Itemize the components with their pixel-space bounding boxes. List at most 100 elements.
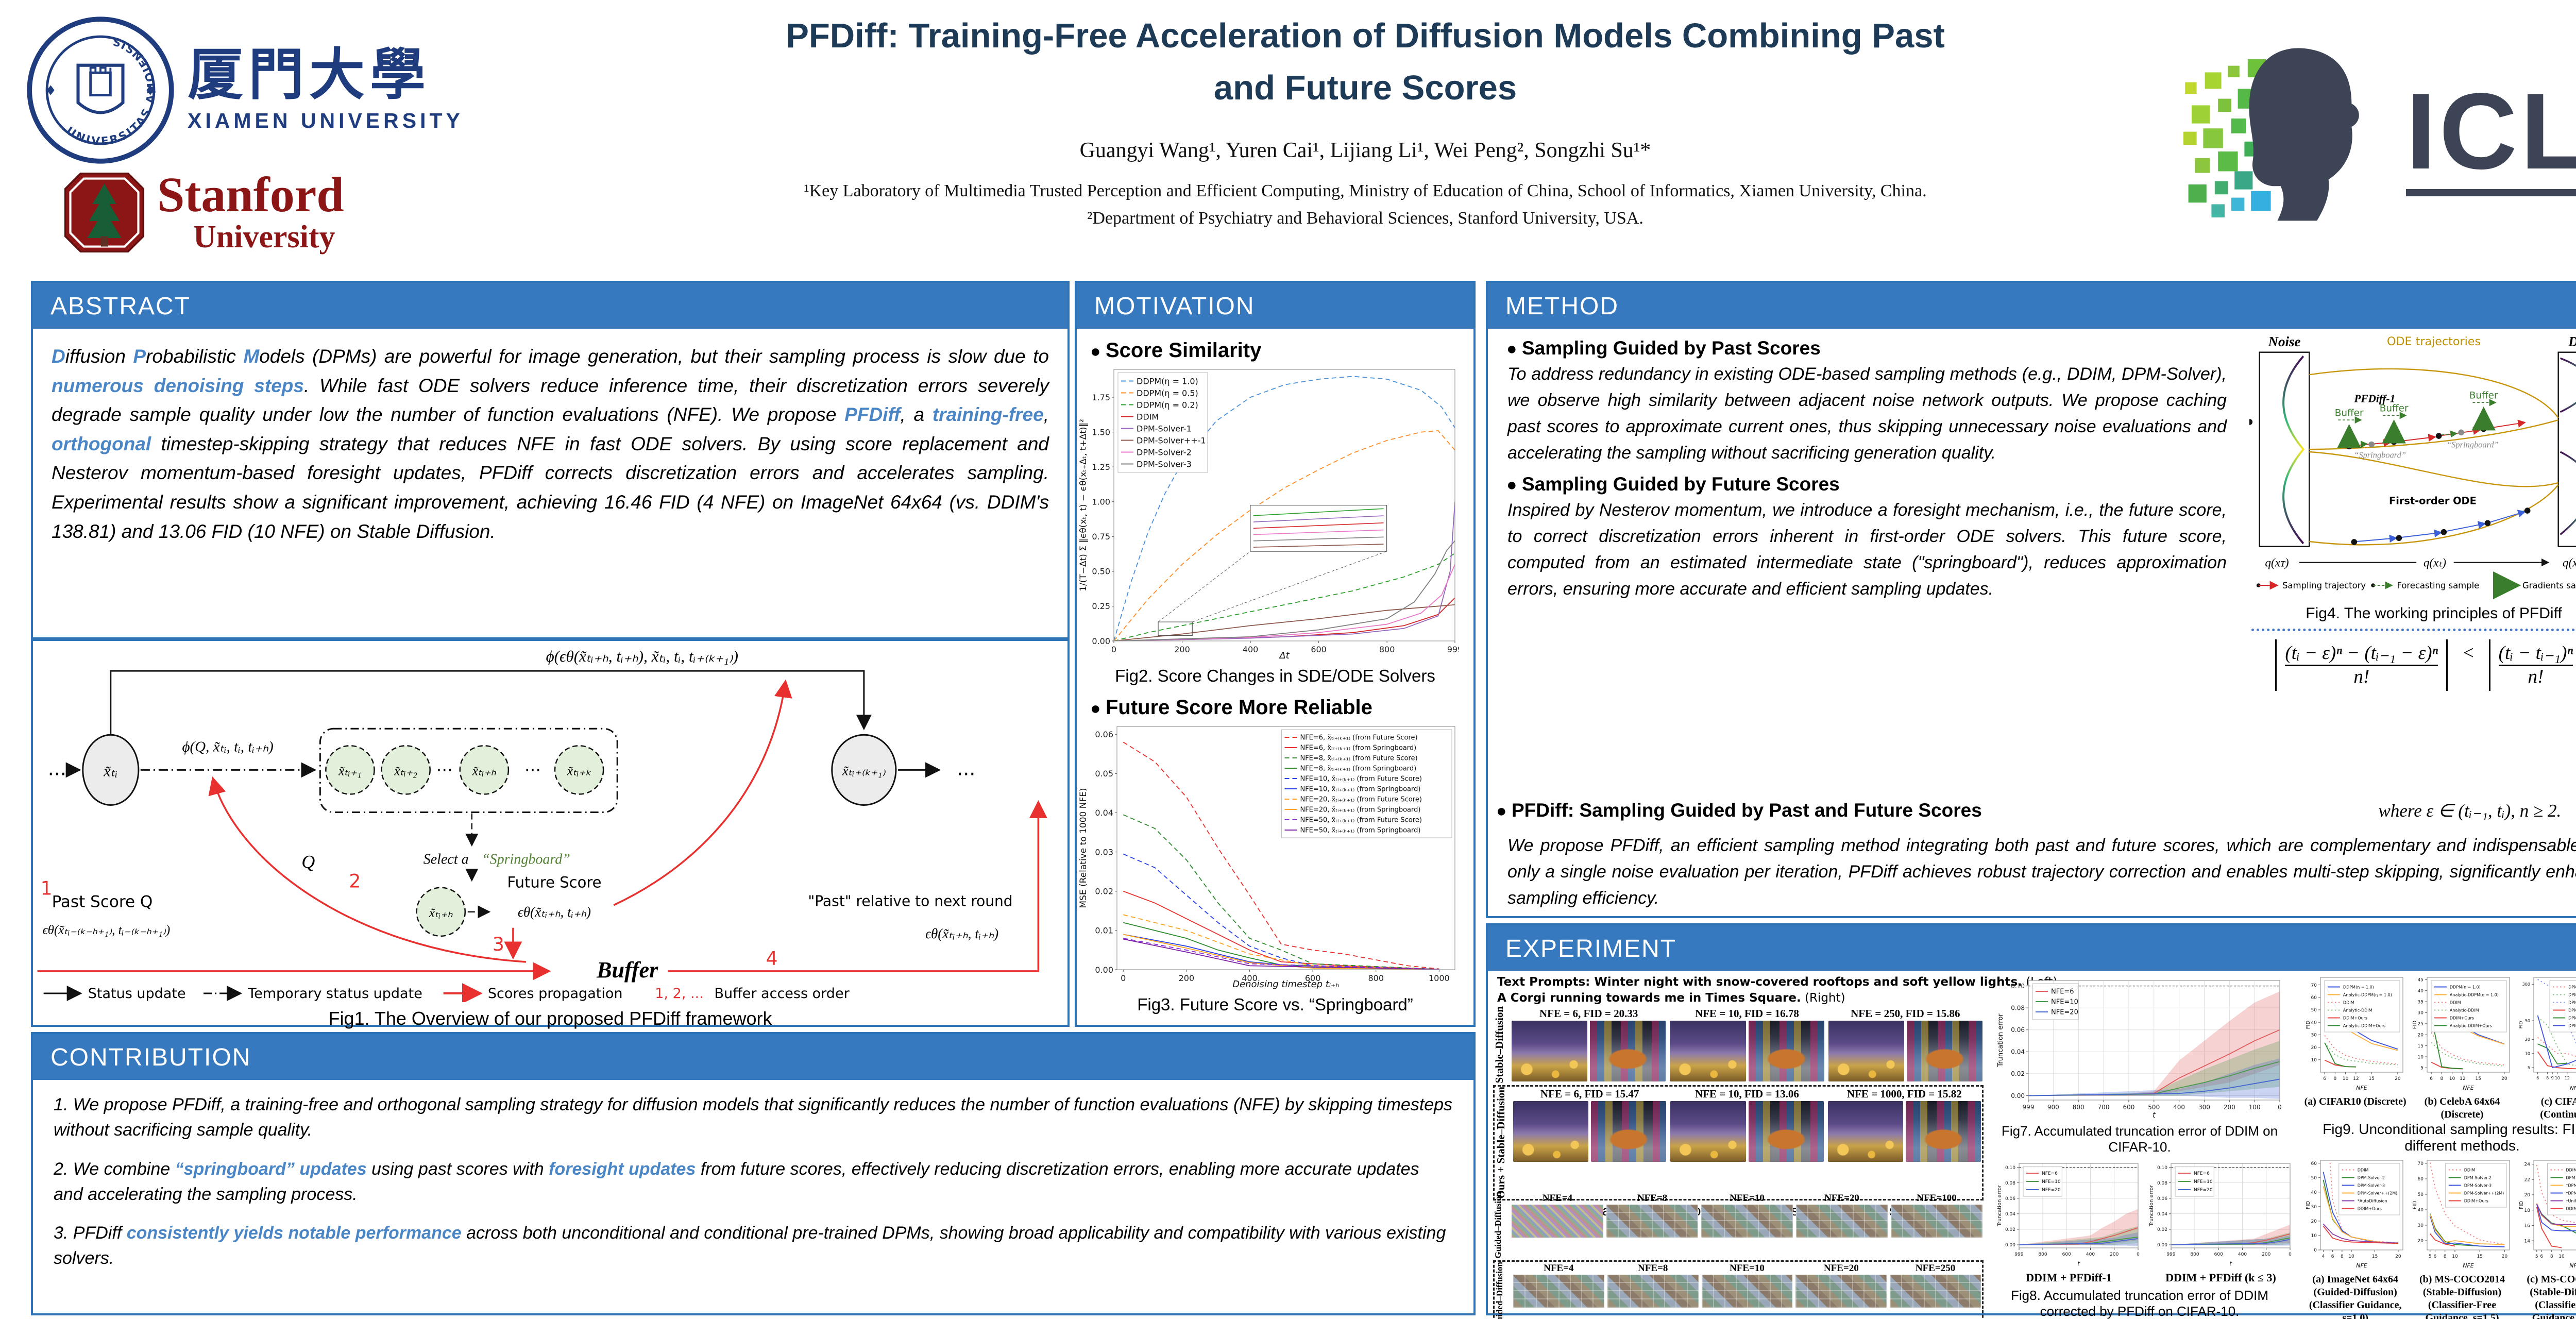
- fig1-phi-label: ϕ(Q, x̃ₜᵢ, tᵢ, tᵢ₊ₕ): [182, 738, 273, 755]
- svg-text:DPM-Solver-3: DPM-Solver-3: [2464, 1183, 2492, 1188]
- svg-text:5: 5: [2429, 1254, 2432, 1259]
- svg-text:1.75: 1.75: [1092, 393, 1110, 402]
- fig4-caption: Fig4. The working principles of PFDiff: [2306, 605, 2562, 622]
- xiamen-cn-name: 厦門大學: [188, 44, 431, 106]
- fig4-legend-gradients: Gradients saving: [2522, 581, 2576, 590]
- fig9-sub-a: (a) CIFAR10 (Discrete): [2304, 1096, 2406, 1107]
- svg-text:FID: FID: [2306, 1021, 2311, 1029]
- svg-text:FID: FID: [2412, 1201, 2418, 1210]
- svg-text:900: 900: [2047, 1104, 2059, 1111]
- svg-text:Truncation error: Truncation error: [1997, 1185, 2003, 1226]
- svg-text:0.08: 0.08: [2005, 1181, 2015, 1186]
- fig1-future-eps: ϵθ(x̃ₜᵢ₊ₕ, tᵢ₊ₕ): [518, 904, 591, 920]
- title-line2: and Future Scores: [1213, 68, 1517, 107]
- svg-text:NFE=10: NFE=10: [2051, 999, 2078, 1006]
- fig1-node-right: x̃ₜᵢ₊₍ₖ₊₁₎: [842, 763, 886, 778]
- svg-text:*AutoDiffusion: *AutoDiffusion: [2357, 1198, 2387, 1203]
- svg-text:600: 600: [2123, 1104, 2134, 1111]
- svg-text:60: 60: [2311, 1161, 2317, 1166]
- svg-text:12: 12: [2460, 1076, 2465, 1081]
- fig5-row-label: Ours + Stable–Diffusion: [1495, 1087, 1507, 1199]
- svg-text:DDPM(η = 1.0): DDPM(η = 1.0): [2450, 985, 2481, 989]
- svg-text:0.06: 0.06: [2157, 1196, 2167, 1202]
- corgi-image: [1590, 1021, 1666, 1081]
- motivation-bullet-score-similarity: Score Similarity: [1090, 339, 1473, 362]
- text-run: from future scores, effectively reducing…: [54, 1159, 1419, 1204]
- fig6-cells: NFE=4 NFE=8 NFE=10 NFE=20 NFE=100: [1511, 1192, 1984, 1258]
- text-run: “springboard” updates: [175, 1159, 367, 1179]
- svg-text:500: 500: [2148, 1104, 2160, 1111]
- svg-text:DDIM+Ours: DDIM+Ours: [2450, 1016, 2474, 1020]
- fig6-cell: NFE=20: [1795, 1263, 1887, 1319]
- fig1-dots-right: ...: [957, 757, 975, 780]
- fig4-data-label: Data: [2568, 334, 2576, 349]
- fig1-top-formula: ϕ(ϵθ(x̃ₜᵢ₊ₕ, tᵢ₊ₕ), x̃ₜᵢ, tᵢ, tᵢ₊₍ₖ₊₁₎): [546, 647, 738, 665]
- svg-text:NFE=50, x̃ₜᵢ₊₍ₖ₊₁₎ (from Futur: NFE=50, x̃ₜᵢ₊₍ₖ₊₁₎ (from Future Score): [1300, 817, 1421, 824]
- svg-text:DDIM+Ours: DDIM+Ours: [2464, 1198, 2488, 1203]
- fig5-image-pair: [1670, 1101, 1824, 1162]
- text-run: foresight updates: [549, 1159, 696, 1179]
- svg-text:NFE=10, x̃ₜᵢ₊₍ₖ₊₁₎ (from Futur: NFE=10, x̃ₜᵢ₊₍ₖ₊₁₎ (from Future Score): [1300, 775, 1421, 783]
- svg-text:Δt: Δt: [1278, 650, 1290, 661]
- svg-text:10: 10: [2311, 1058, 2317, 1063]
- svg-text:999: 999: [1447, 645, 1459, 654]
- svg-text:1.00: 1.00: [1092, 497, 1110, 507]
- method-bullet-past-scores: Sampling Guided by Past Scores: [1506, 337, 2238, 359]
- svg-text:t: t: [2153, 1111, 2156, 1120]
- text-run: robabilistic: [146, 346, 244, 367]
- fig1-legend: Status update Temporary status update Sc…: [43, 983, 850, 1004]
- fig4-legend: Sampling trajectory Forecasting sample G…: [2256, 571, 2576, 600]
- svg-text:400: 400: [2238, 1252, 2247, 1257]
- authors: Guangyi Wang¹, Yuren Cai¹, Lijiang Li¹, …: [1079, 139, 1651, 162]
- fig1-ellipsis2: ⋯: [524, 759, 541, 779]
- svg-text:200: 200: [1174, 645, 1190, 654]
- fig6-cell: NFE=4: [1512, 1193, 1603, 1257]
- svg-text:0.06: 0.06: [2005, 1196, 2015, 1202]
- svg-text:22: 22: [2524, 1177, 2530, 1182]
- svg-text:DDIM+Ours: DDIM+Ours: [2343, 1016, 2367, 1020]
- svg-text:DDIM: DDIM: [2464, 1168, 2476, 1172]
- sample-grid-image: [1512, 1205, 1603, 1238]
- svg-text:FID: FID: [2519, 1021, 2524, 1029]
- affiliation-1: ¹Key Laboratory of Multimedia Trusted Pe…: [804, 181, 1927, 200]
- svg-text:20: 20: [2502, 1254, 2508, 1259]
- svg-text:400: 400: [1242, 973, 1258, 983]
- text-run: P: [133, 346, 146, 367]
- experiment-section: EXPERIMENT Text Prompts: Winter night wi…: [1486, 923, 2576, 1319]
- svg-text:6: 6: [2430, 1076, 2433, 1081]
- fig1-past-next-label: "Past" relative to next round: [808, 893, 1012, 910]
- svg-text:40: 40: [2311, 1190, 2317, 1195]
- svg-text:20: 20: [2525, 1037, 2530, 1042]
- svg-text:t: t: [2229, 1260, 2232, 1267]
- svg-text:12: 12: [2565, 1076, 2570, 1080]
- sample-grid-image: [1890, 1275, 1981, 1308]
- svg-text:0.02: 0.02: [2005, 1227, 2015, 1232]
- svg-text:DPM-Solver-2: DPM-Solver-2: [2568, 992, 2576, 997]
- svg-text:600: 600: [1311, 645, 1327, 654]
- svg-text:0.00: 0.00: [2157, 1243, 2167, 1248]
- fig4-buffer-label-3: Buffer: [2469, 391, 2498, 401]
- fig4-legend-forecasting: Forecasting sample: [2397, 581, 2479, 590]
- svg-text:NFE=8, x̃ₜᵢ₊₍ₖ₊₁₎ (from Spring: NFE=8, x̃ₜᵢ₊₍ₖ₊₁₎ (from Springboard): [1300, 765, 1416, 773]
- svg-text:700: 700: [2098, 1104, 2110, 1111]
- svg-text:1/(T−Δt) Σ ‖ϵθ(xₜ, t) − ϵθ(xₜ₊: 1/(T−Δt) Σ ‖ϵθ(xₜ, t) − ϵθ(xₜ₊Δₜ, t+Δt)‖…: [1078, 419, 1089, 591]
- stanford-name: Stanford: [157, 167, 344, 223]
- text-run: , a: [900, 404, 933, 426]
- fig4-legend-sampling: Sampling trajectory: [2282, 581, 2366, 590]
- fig7-caption: Fig7. Accumulated truncation error of DD…: [2001, 1123, 2278, 1155]
- fig1-legend-nums: 1, 2, ...: [655, 986, 704, 1002]
- svg-text:50: 50: [2418, 1192, 2424, 1197]
- fig6-row-label: Ours + Guided–Diffusion: [1495, 1262, 1504, 1319]
- method-heading: METHOD: [1488, 283, 2576, 329]
- svg-text:NFE=8, x̃ₜᵢ₊₍ₖ₊₁₎ (from Future: NFE=8, x̃ₜᵢ₊₍ₖ₊₁₎ (from Future Score): [1300, 755, 1417, 763]
- svg-text:0.02: 0.02: [1095, 887, 1113, 897]
- svg-text:NFE: NFE: [2356, 1085, 2367, 1091]
- fig4-buffer-label-1: Buffer: [2335, 408, 2364, 418]
- svg-text:70: 70: [2311, 983, 2317, 988]
- svg-text:0.04: 0.04: [2157, 1212, 2167, 1217]
- svg-text:5: 5: [2528, 1066, 2530, 1070]
- svg-text:DPM-Solver-3: DPM-Solver-3: [1137, 459, 1192, 469]
- svg-text:DPM-Solver-2: DPM-Solver-2: [1137, 447, 1192, 457]
- svg-text:0.00: 0.00: [1092, 636, 1110, 646]
- fig5-image-pair: [1670, 1021, 1824, 1081]
